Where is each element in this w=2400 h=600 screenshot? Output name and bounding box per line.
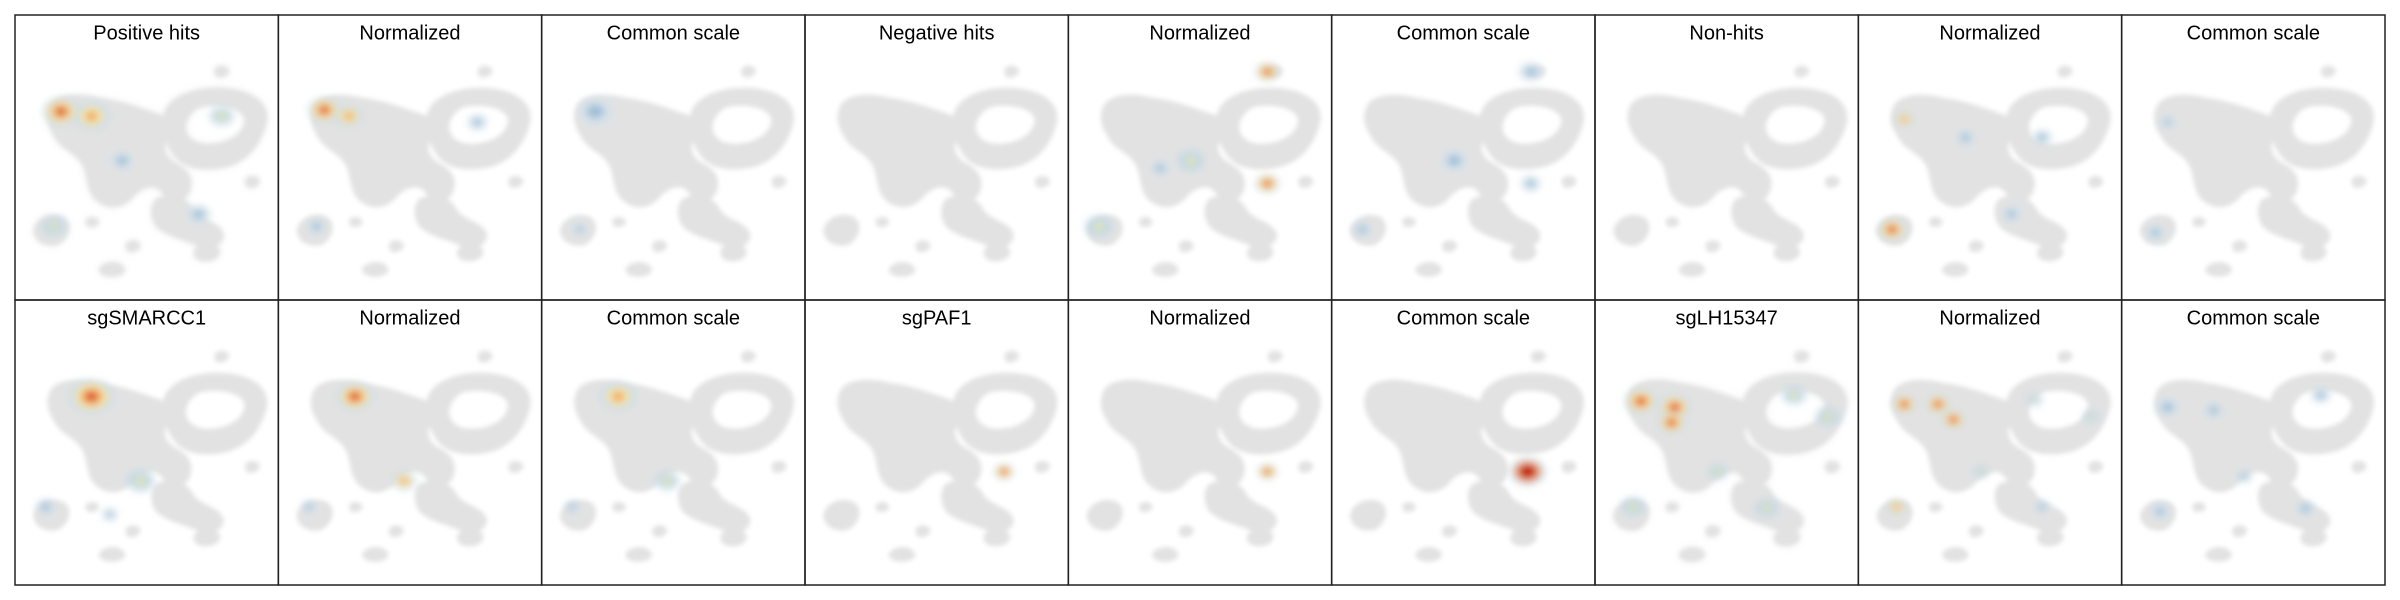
density-hotspots	[306, 97, 488, 235]
panel-title: Normalized	[1939, 22, 2040, 44]
panel: Normalized	[277, 299, 543, 586]
density-hotspots	[41, 97, 234, 236]
umap-background	[823, 351, 1057, 562]
density-hotspots	[1352, 62, 1543, 238]
panel-title: Positive hits	[93, 22, 200, 44]
panel: sgPAF1	[804, 299, 1070, 586]
umap-background	[33, 351, 267, 562]
umap-background	[1350, 351, 1584, 562]
panel: sgLH15347	[1594, 299, 1860, 586]
panel-title: sgPAF1	[902, 307, 972, 329]
umap-background	[297, 66, 531, 277]
panel: Normalized	[1067, 14, 1333, 301]
panel-title: Negative hits	[879, 22, 995, 44]
panel-title: Normalized	[359, 307, 460, 329]
panel-title: Common scale	[2187, 307, 2320, 329]
density-hotspots	[1509, 457, 1546, 486]
panel: Negative hits	[804, 14, 1070, 301]
density-hotspots	[564, 382, 680, 513]
umap-background	[1877, 66, 2111, 277]
panel-title: Non-hits	[1689, 22, 1763, 44]
density-hotspots	[2145, 116, 2176, 241]
density-hotspots	[571, 97, 614, 236]
density-hotspots	[300, 382, 416, 513]
density-hotspots	[1085, 62, 1280, 238]
umap-background	[2140, 351, 2374, 562]
panel: Non-hits	[1594, 14, 1860, 301]
panel: Common scale	[1330, 14, 1596, 301]
panel-title: Common scale	[1397, 22, 1530, 44]
panel-title: Normalized	[1149, 307, 1250, 329]
umap-background	[560, 351, 794, 562]
panel: Common scale	[2120, 14, 2386, 301]
panel-title: sgLH15347	[1676, 307, 1778, 329]
panel-title: sgSMARCC1	[87, 307, 206, 329]
density-hotspots	[994, 463, 1014, 480]
density-hotspots	[1621, 385, 1840, 518]
panel: Positive hits	[14, 14, 280, 301]
panel: Common scale	[540, 14, 806, 301]
umap-background	[1350, 66, 1584, 277]
panel: Common scale	[1330, 299, 1596, 586]
panel-title: Normalized	[1149, 22, 1250, 44]
density-hotspots	[1878, 111, 2053, 241]
density-hotspots	[1886, 393, 2100, 515]
panel-title: Normalized	[1939, 307, 2040, 329]
panel: Common scale	[540, 299, 806, 586]
panel: Normalized	[1067, 299, 1333, 586]
panel-title: Common scale	[2187, 22, 2320, 44]
density-hotspots	[1257, 463, 1278, 480]
umap-background	[1877, 351, 2111, 562]
density-hotspots	[35, 379, 155, 521]
umap-background	[297, 351, 531, 562]
panel-title: Common scale	[1397, 307, 1530, 329]
panel: Normalized	[277, 14, 543, 301]
umap-background	[2140, 66, 2374, 277]
panel: Normalized	[1857, 299, 2123, 586]
panel: Common scale	[2120, 299, 2386, 586]
panel: sgSMARCC1	[14, 299, 280, 586]
panel-title: Common scale	[607, 307, 740, 329]
umap-background	[1613, 66, 1847, 277]
panel: Normalized	[1857, 14, 2123, 301]
umap-background	[1087, 351, 1321, 562]
panel-title: Common scale	[607, 22, 740, 44]
umap-background	[1087, 66, 1321, 277]
umap-background	[560, 66, 794, 277]
panel-title: Normalized	[359, 22, 460, 44]
density-hotspots	[2149, 387, 2331, 520]
umap-background	[823, 66, 1057, 277]
panel-border	[2120, 299, 2386, 586]
